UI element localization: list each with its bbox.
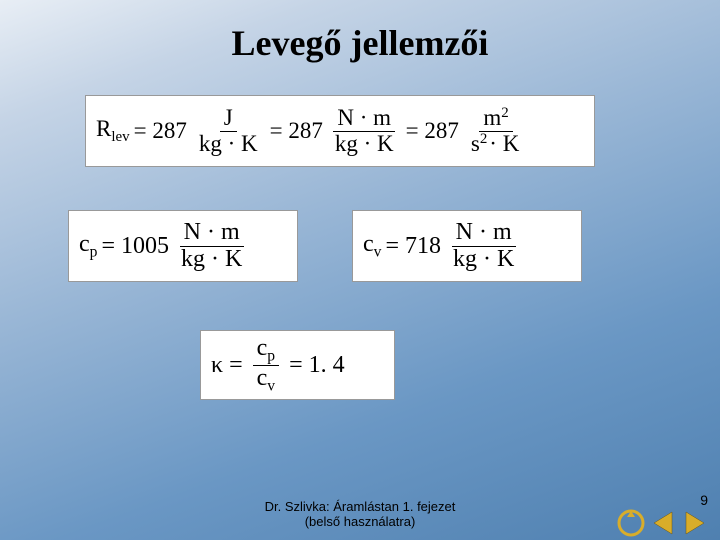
return-icon[interactable] xyxy=(616,508,646,538)
eq: = xyxy=(229,352,243,379)
footer-line1: Dr. Szlivka: Áramlástan 1. fejezet xyxy=(0,499,720,515)
footer: Dr. Szlivka: Áramlástan 1. fejezet (bels… xyxy=(0,499,720,530)
sym-cv: cv xyxy=(363,231,381,261)
frac-nm-kgk: N · m kg · K xyxy=(449,220,518,271)
frac-j-kgk: J kg · K xyxy=(195,106,262,155)
sym-kappa: κ xyxy=(211,352,223,379)
footer-line2: (belső használatra) xyxy=(0,514,720,530)
formula-cv: cv = 718 N · m kg · K xyxy=(352,210,582,282)
formula-cp: cp = 1005 N · m kg · K xyxy=(68,210,298,282)
sym-cp: cp xyxy=(79,231,97,261)
nav-icons xyxy=(616,508,710,538)
eq: = 287 xyxy=(406,118,459,144)
formula-kappa: κ = cp cv = 1. 4 xyxy=(200,330,395,400)
slide: Levegő jellemzői Rlev = 287 J kg · K = 2… xyxy=(0,0,720,540)
frac-cp-cv: cp cv xyxy=(253,336,279,395)
sym-r: Rlev xyxy=(96,116,130,146)
formula-r: Rlev = 287 J kg · K = 287 N · m kg · K =… xyxy=(85,95,595,167)
eq-val: = 1. 4 xyxy=(289,352,345,379)
prev-icon[interactable] xyxy=(648,508,678,538)
frac-m2-s2k: m2 s2· K xyxy=(467,106,525,156)
eq: = 1005 xyxy=(101,233,169,260)
page-number: 9 xyxy=(700,492,708,508)
slide-title: Levegő jellemzői xyxy=(0,22,720,64)
eq: = 287 xyxy=(270,118,323,144)
eq: = 718 xyxy=(385,233,441,260)
frac-nm-kgk: N · m kg · K xyxy=(177,220,246,271)
frac-nm-kgk: N · m kg · K xyxy=(331,106,398,155)
next-icon[interactable] xyxy=(680,508,710,538)
eq: = 287 xyxy=(134,118,187,144)
